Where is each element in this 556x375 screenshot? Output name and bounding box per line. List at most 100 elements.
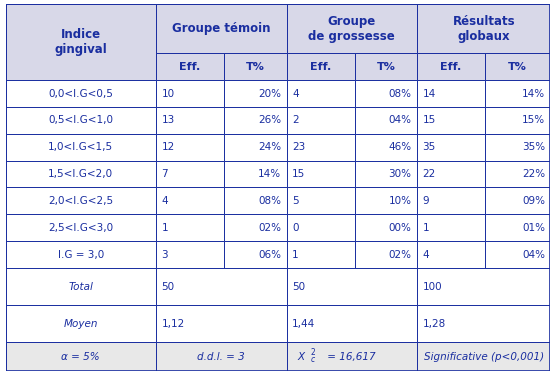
Text: 3: 3 <box>161 250 168 259</box>
Bar <box>417 160 485 188</box>
Bar <box>6 107 156 134</box>
Bar <box>224 241 286 268</box>
Text: X: X <box>297 352 304 362</box>
Bar <box>156 342 286 371</box>
Bar <box>224 160 286 188</box>
Bar <box>156 241 224 268</box>
Bar <box>6 188 156 214</box>
Bar <box>417 134 485 160</box>
Text: α = 5%: α = 5% <box>62 352 100 362</box>
Text: 46%: 46% <box>389 142 411 152</box>
Text: 4: 4 <box>161 196 168 206</box>
Bar <box>224 134 286 160</box>
Text: 08%: 08% <box>258 196 281 206</box>
Text: 1,0<I.G<1,5: 1,0<I.G<1,5 <box>48 142 113 152</box>
Bar <box>355 188 417 214</box>
Text: I.G = 3,0: I.G = 3,0 <box>58 250 104 259</box>
Bar <box>417 107 485 134</box>
Text: 14: 14 <box>423 88 436 99</box>
Bar <box>156 134 224 160</box>
Text: 35%: 35% <box>522 142 545 152</box>
Bar <box>485 53 550 80</box>
Text: 22: 22 <box>423 169 436 179</box>
Text: 15: 15 <box>292 169 305 179</box>
Text: 02%: 02% <box>389 250 411 259</box>
Bar <box>417 4 550 53</box>
Bar <box>355 134 417 160</box>
Text: 00%: 00% <box>389 223 411 233</box>
Text: 02%: 02% <box>258 223 281 233</box>
Text: 06%: 06% <box>258 250 281 259</box>
Bar <box>156 214 224 241</box>
Text: 04%: 04% <box>522 250 545 259</box>
Bar <box>355 241 417 268</box>
Text: 7: 7 <box>161 169 168 179</box>
Text: 01%: 01% <box>522 223 545 233</box>
Bar <box>417 80 485 107</box>
Bar <box>224 53 286 80</box>
Text: 2: 2 <box>311 348 315 357</box>
Text: 30%: 30% <box>389 169 411 179</box>
Text: = 16,617: = 16,617 <box>324 352 376 362</box>
Bar <box>224 214 286 241</box>
Text: 100: 100 <box>423 282 442 292</box>
Text: 10%: 10% <box>389 196 411 206</box>
Text: Eff.: Eff. <box>440 62 461 72</box>
Text: 9: 9 <box>423 196 429 206</box>
Bar <box>286 4 417 53</box>
Bar <box>417 241 485 268</box>
Text: 1,12: 1,12 <box>161 319 185 329</box>
Bar <box>355 107 417 134</box>
Bar <box>156 53 224 80</box>
Text: 4: 4 <box>423 250 429 259</box>
Text: 4: 4 <box>292 88 299 99</box>
Text: 24%: 24% <box>258 142 281 152</box>
Text: 2,0<I.G<2,5: 2,0<I.G<2,5 <box>48 196 113 206</box>
Text: Eff.: Eff. <box>310 62 331 72</box>
Text: Total: Total <box>68 282 93 292</box>
Text: 14%: 14% <box>522 88 545 99</box>
Bar <box>485 107 550 134</box>
Text: Groupe témoin: Groupe témoin <box>172 22 270 35</box>
Bar <box>355 214 417 241</box>
Bar <box>417 305 550 342</box>
Bar <box>6 80 156 107</box>
Bar <box>156 305 286 342</box>
Text: 26%: 26% <box>258 116 281 125</box>
Bar <box>286 53 355 80</box>
Text: 09%: 09% <box>522 196 545 206</box>
Bar <box>417 268 550 305</box>
Text: Moyen: Moyen <box>63 319 98 329</box>
Bar <box>224 107 286 134</box>
Bar <box>156 268 286 305</box>
Text: Résultats
globaux: Résultats globaux <box>453 15 515 42</box>
Bar <box>286 134 355 160</box>
Bar <box>286 268 417 305</box>
Bar <box>6 342 156 371</box>
Bar <box>6 214 156 241</box>
Text: 13: 13 <box>161 116 175 125</box>
Text: c: c <box>311 355 315 364</box>
Bar <box>417 214 485 241</box>
Text: 22%: 22% <box>522 169 545 179</box>
Bar <box>485 241 550 268</box>
Bar <box>485 214 550 241</box>
Text: T%: T% <box>376 62 395 72</box>
Text: 1: 1 <box>161 223 168 233</box>
Bar <box>224 188 286 214</box>
Bar <box>417 188 485 214</box>
Text: Significative (p<0,001): Significative (p<0,001) <box>424 352 544 362</box>
Text: Groupe
de grossesse: Groupe de grossesse <box>309 15 395 42</box>
Text: 20%: 20% <box>258 88 281 99</box>
Bar <box>156 160 224 188</box>
Bar <box>156 107 224 134</box>
Bar <box>156 188 224 214</box>
Text: 04%: 04% <box>389 116 411 125</box>
Text: 1,5<I.G<2,0: 1,5<I.G<2,0 <box>48 169 113 179</box>
Bar <box>224 80 286 107</box>
Text: 50: 50 <box>161 282 175 292</box>
Text: 1: 1 <box>292 250 299 259</box>
Bar <box>6 241 156 268</box>
Text: 15: 15 <box>423 116 436 125</box>
Text: 2: 2 <box>292 116 299 125</box>
